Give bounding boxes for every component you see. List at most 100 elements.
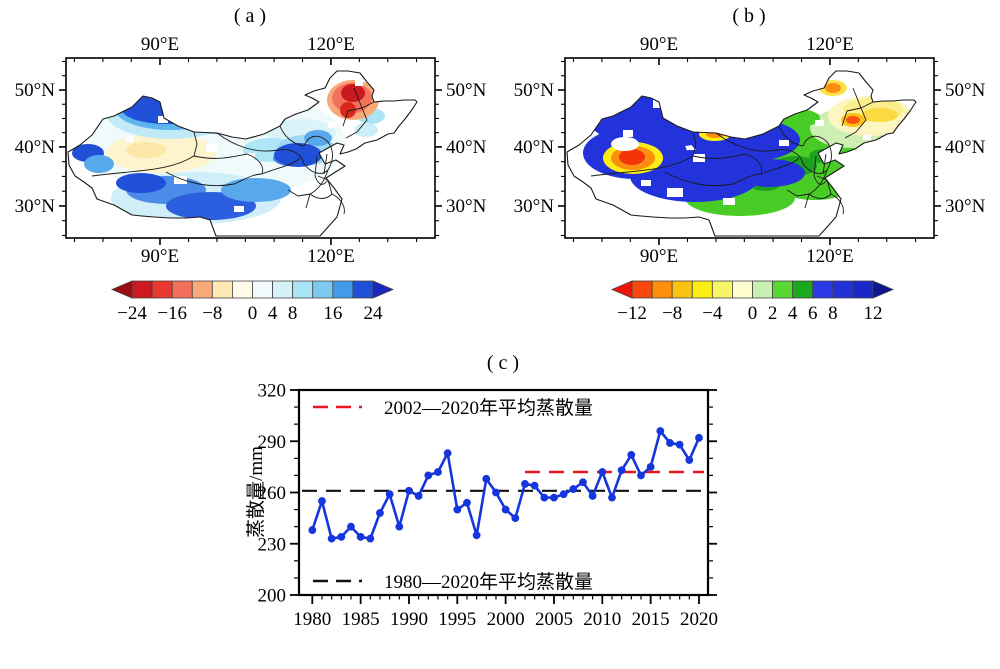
- colorbar-tick-label: 0: [248, 303, 258, 324]
- panel-b-title: ( b ): [732, 5, 765, 27]
- data-point: [569, 485, 578, 493]
- data-point: [337, 533, 346, 541]
- lon-label-bottom: 120°E: [806, 246, 854, 267]
- colorbar-cell: [631, 280, 653, 299]
- data-point: [424, 471, 433, 480]
- colorbar-cell: [191, 280, 213, 299]
- colorbar-cell: [171, 280, 193, 299]
- data-point: [588, 492, 597, 500]
- data-point: [443, 449, 452, 458]
- data-point: [463, 498, 471, 507]
- colorbar-tick-label: −8: [662, 303, 682, 324]
- data-point: [617, 466, 626, 475]
- colorbar-tick-label: 2: [768, 303, 778, 324]
- x-tick-label: 2005: [535, 609, 573, 630]
- lat-label-right: 50°N: [446, 80, 487, 101]
- colorbar-cell: [812, 280, 834, 299]
- colorbar-tick-label: −24: [117, 303, 147, 324]
- chart-panel-c: 200 230 260 290 320 1980 1985 1990 1995 2000 2005 2…: [245, 381, 718, 631]
- data-point: [511, 514, 520, 523]
- data-point: [395, 522, 404, 531]
- data-point: [366, 534, 375, 543]
- legend-black-label: 1980—2020年平均蒸散量: [384, 571, 593, 593]
- y-axis-label: 蒸散量/mm: [245, 446, 267, 538]
- map-b-frame: [564, 57, 935, 239]
- map-panel-b: [558, 57, 941, 245]
- colorbar-cell: [691, 280, 713, 299]
- data-point: [598, 468, 607, 476]
- evapotranspiration-series-line: [311, 429, 701, 540]
- colorbar-tick-label: 16: [323, 303, 342, 324]
- colorbar-left-arrow: [110, 280, 133, 299]
- data-point: [376, 509, 384, 517]
- colorbar-cell: [732, 280, 753, 299]
- colorbar-cell: [832, 280, 854, 299]
- panel-a-title: ( a ): [234, 5, 266, 27]
- lat-label-left: 30°N: [514, 196, 555, 217]
- map-a-frame: [65, 57, 436, 239]
- colorbar-cell: [151, 280, 173, 299]
- y-tick-label: 290: [258, 432, 287, 453]
- data-point: [405, 486, 413, 495]
- data-point: [550, 493, 558, 502]
- lon-label-top: 120°E: [806, 34, 854, 55]
- data-point: [627, 451, 636, 459]
- colorbar-tick-label: 8: [288, 303, 298, 324]
- colorbar-tick-label: 8: [828, 303, 838, 324]
- colorbar-cell: [292, 280, 314, 299]
- y-tick-label: 230: [258, 534, 287, 555]
- x-tick-label: 2000: [487, 609, 525, 630]
- data-point: [492, 488, 500, 497]
- lon-label-top: 90°E: [141, 34, 179, 55]
- y-tick-label: 260: [258, 483, 287, 504]
- colorbar-tick-label: −16: [157, 303, 187, 324]
- colorbar-tick-label: 4: [268, 303, 278, 324]
- data-point: [530, 481, 539, 490]
- legend-red-label: 2002—2020年平均蒸散量: [384, 397, 593, 419]
- colorbar-right-arrow: [872, 280, 895, 299]
- map-a-raster: [72, 80, 385, 224]
- x-tick-label: 2020: [680, 609, 718, 630]
- x-tick-label: 1985: [342, 609, 380, 630]
- colorbar-cell: [852, 280, 874, 299]
- data-point: [656, 427, 665, 435]
- colorbar-tick-label: 24: [364, 303, 384, 324]
- colorbar-tick-label: 6: [808, 303, 818, 324]
- colorbar-cell: [711, 280, 733, 299]
- colorbar-cell: [272, 280, 294, 299]
- map-panel-a: [59, 57, 442, 245]
- lat-label-right: 40°N: [945, 137, 986, 158]
- x-tick-label: 1990: [390, 609, 428, 630]
- lat-label-right: 30°N: [945, 196, 986, 217]
- data-point: [327, 534, 336, 543]
- data-point: [385, 490, 394, 499]
- data-point: [501, 505, 510, 514]
- panel-c-title: ( c ): [487, 352, 519, 374]
- lat-label-left: 50°N: [15, 80, 56, 101]
- colorbar-tick-label: 12: [864, 303, 883, 324]
- lat-label-right: 40°N: [446, 137, 487, 158]
- lon-label-top: 120°E: [307, 34, 355, 55]
- colorbar-cell: [671, 280, 693, 299]
- colorbar-cell: [131, 280, 153, 299]
- lat-label-left: 30°N: [15, 196, 56, 217]
- lon-label-bottom: 90°E: [141, 246, 179, 267]
- data-point: [318, 497, 326, 505]
- data-point: [579, 478, 587, 487]
- x-tick-label: 1980: [293, 609, 331, 630]
- data-point: [308, 526, 317, 534]
- colorbar-tick-label: −4: [702, 303, 723, 324]
- data-point: [608, 493, 616, 502]
- map-b-raster: [583, 80, 912, 216]
- lon-label-bottom: 90°E: [640, 246, 678, 267]
- colorbar-cell: [232, 280, 253, 299]
- colorbar-tick-label: −8: [202, 303, 222, 324]
- colorbar-cell: [792, 280, 814, 299]
- x-tick-label: 1995: [438, 609, 476, 630]
- lon-label-top: 90°E: [640, 34, 678, 55]
- colorbar-a: −24 −16 −8 0 4 8 16 24: [110, 280, 395, 324]
- colorbar-b: −12 −8 −4 0 2 4 6 8 12: [610, 280, 895, 324]
- data-point: [521, 480, 529, 488]
- colorbar-cell: [752, 280, 773, 299]
